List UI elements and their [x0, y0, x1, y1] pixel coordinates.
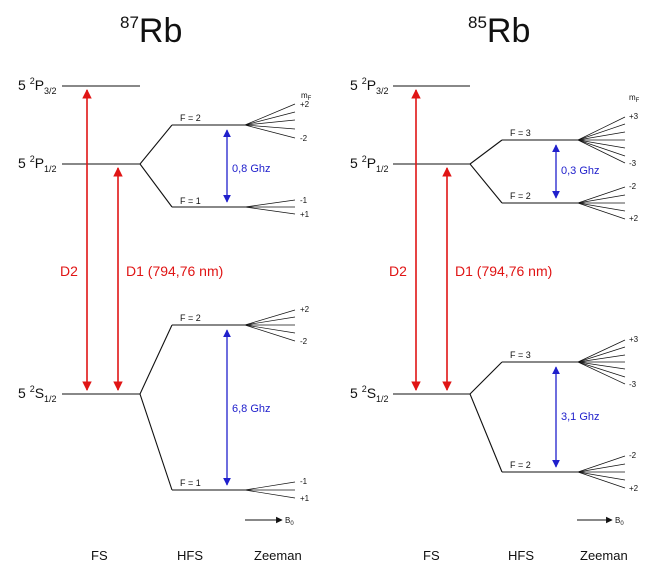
d2-label: D2: [389, 263, 407, 279]
mf-header: mF: [629, 93, 640, 104]
isotope-title: 87Rb: [120, 12, 182, 50]
hfs-label-p-lower: F = 1: [180, 196, 201, 206]
footer-fs: FS: [423, 548, 440, 563]
mf-label-s-lower-top: -2: [629, 451, 637, 460]
hfs-branch-p: [469, 139, 503, 204]
hfs-branch-p: [139, 124, 173, 208]
hfs-splitting-label-p: 0,8 Ghz: [232, 163, 271, 175]
zeeman-fan-s-lower: [244, 481, 296, 499]
mf-label-p-lower-bottom: +2: [629, 214, 639, 223]
hfs-splitting-label-p: 0,3 Ghz: [561, 165, 600, 177]
d2-label: D2: [60, 263, 78, 279]
mf-label-p-upper-top: +3: [629, 112, 639, 121]
hfs-splitting-label-s: 6,8 Ghz: [232, 403, 271, 415]
isotope-symbol: Rb: [139, 12, 182, 50]
footer-zeeman: Zeeman: [254, 548, 302, 563]
isotope-mass: 87: [120, 13, 139, 32]
level-label-5s12: 5 2S1/2: [350, 384, 389, 404]
isotope-title: 85Rb: [468, 12, 530, 50]
mf-label-s-upper-bottom: -3: [629, 380, 637, 389]
hfs-label-p-upper: F = 2: [180, 113, 201, 123]
level-label-5p12: 5 2P1/2: [350, 154, 389, 174]
level-label-5p12: 5 2P1/2: [18, 154, 57, 174]
hfs-label-s-upper: F = 3: [510, 350, 531, 360]
mf-label-s-upper-top: +3: [629, 335, 639, 344]
panel-rb87: 87Rb 5 2P3/2 5 2P1/2 5 2S1/2 F = 2 F = 1…: [18, 12, 312, 563]
zeeman-fan-p-lower: [577, 186, 626, 220]
hfs-splitting-label-s: 3,1 Ghz: [561, 411, 600, 423]
mf-header: mF: [301, 91, 312, 102]
zeeman-fan-s-upper: [244, 309, 296, 342]
zeeman-fan-p-upper: [577, 116, 626, 164]
mf-label-p-upper-top: +2: [300, 100, 310, 109]
footer-zeeman: Zeeman: [580, 548, 628, 563]
footer-hfs: HFS: [508, 548, 534, 563]
mf-label-s-lower-top: -1: [300, 477, 308, 486]
mf-label-s-upper-top: +2: [300, 305, 310, 314]
isotope-mass: 85: [468, 13, 487, 32]
level-label-5p32: 5 2P3/2: [18, 76, 57, 96]
zeeman-fan-s-lower: [577, 455, 626, 489]
level-label-5p32: 5 2P3/2: [350, 76, 389, 96]
mf-label-p-upper-bottom: -2: [300, 134, 308, 143]
hfs-branch-s: [139, 324, 173, 491]
footer-hfs: HFS: [177, 548, 203, 563]
zeeman-fan-p-lower: [244, 199, 296, 215]
hfs-label-s-lower: F = 2: [510, 460, 531, 470]
mf-label-s-upper-bottom: -2: [300, 337, 308, 346]
mf-label-p-lower-bottom: +1: [300, 210, 310, 219]
hfs-label-p-lower: F = 2: [510, 191, 531, 201]
panel-rb85: 85Rb 5 2P3/2 5 2P1/2 5 2S1/2 F = 3 F = 2…: [350, 12, 640, 563]
isotope-symbol: Rb: [487, 12, 530, 50]
bfield-label: B0: [285, 516, 294, 527]
hfs-label-s-lower: F = 1: [180, 478, 201, 488]
level-label-5s12: 5 2S1/2: [18, 384, 57, 404]
d1-label: D1 (794,76 nm): [126, 263, 223, 279]
zeeman-fan-s-upper: [577, 339, 626, 385]
mf-label-p-lower-top: -1: [300, 196, 308, 205]
hfs-label-p-upper: F = 3: [510, 128, 531, 138]
mf-label-p-lower-top: -2: [629, 182, 637, 191]
mf-label-p-upper-bottom: -3: [629, 159, 637, 168]
bfield-label: B0: [615, 516, 624, 527]
footer-fs: FS: [91, 548, 108, 563]
hfs-branch-s: [469, 361, 503, 473]
hfs-label-s-upper: F = 2: [180, 313, 201, 323]
mf-label-s-lower-bottom: +2: [629, 484, 639, 493]
d1-label: D1 (794,76 nm): [455, 263, 552, 279]
mf-label-s-lower-bottom: +1: [300, 494, 310, 503]
zeeman-fan-p-upper: [244, 103, 296, 139]
